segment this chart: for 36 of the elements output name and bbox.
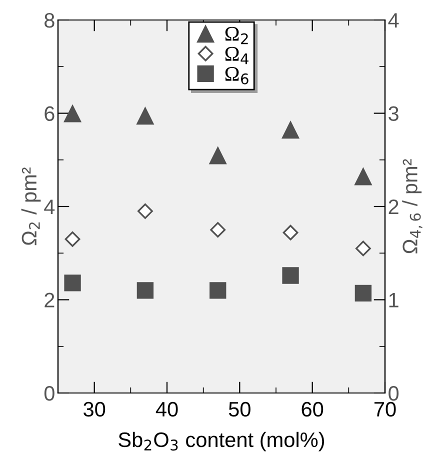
x-axis-title: Sb$_{2}$O$_{3}$ content (mol%) [118, 432, 324, 452]
point [210, 282, 226, 299]
x-tick-label: 30 [84, 402, 106, 417]
y-axis-title: Ω$_{2}$ / pm² [21, 168, 41, 246]
legend-label: Ω$_{2}$ [225, 26, 248, 44]
legend-label: Ω$_{4}$ [225, 46, 248, 64]
y-tick-label: 8 [44, 13, 54, 28]
point [136, 282, 154, 299]
point [354, 167, 372, 186]
point [282, 267, 299, 284]
x-tick-label: 70 [374, 402, 396, 417]
x-tick-label: 40 [156, 402, 178, 417]
point [136, 106, 154, 125]
y-tick-label: 2 [44, 292, 54, 308]
y2-axis-title: Ω$_{4,6}$ / pm² [402, 159, 422, 254]
point [282, 120, 300, 139]
y2-tick-label: 1 [389, 292, 398, 308]
legend-label: Ω$_{6}$ [225, 67, 248, 84]
point [354, 284, 372, 302]
y-tick-label: 0 [44, 386, 54, 401]
point [355, 240, 371, 256]
point [282, 224, 298, 240]
point [210, 222, 226, 238]
point [64, 104, 82, 122]
point [208, 146, 227, 164]
y2-tick-label: 3 [388, 106, 398, 122]
point [64, 274, 81, 292]
point [137, 203, 153, 219]
y2-tick-label: 2 [388, 200, 398, 214]
y2-tick-label: 0 [388, 386, 399, 401]
y2-tick-label: 4 [388, 13, 399, 28]
point [64, 231, 80, 247]
y-tick-label: 4 [44, 200, 55, 214]
x-tick-label: 50 [228, 402, 250, 417]
x-tick-label: 60 [302, 402, 324, 417]
y-tick-label: 6 [44, 106, 54, 122]
